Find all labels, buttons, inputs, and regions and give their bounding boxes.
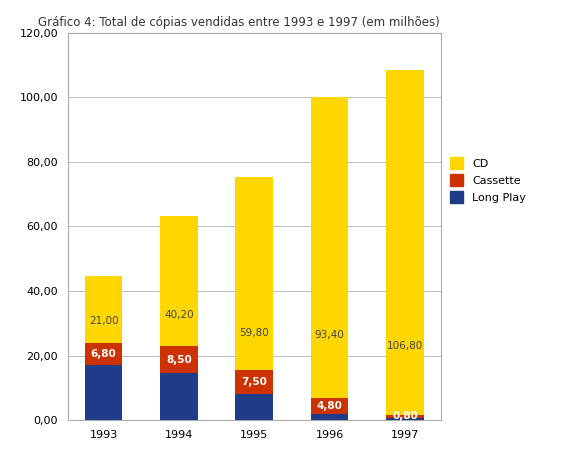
Bar [85, 276, 123, 343]
Text: 59,80: 59,80 [240, 328, 269, 338]
Text: 6,80: 6,80 [91, 349, 116, 360]
Text: 40,20: 40,20 [164, 310, 194, 320]
Text: 4,80: 4,80 [316, 401, 342, 411]
Bar [160, 374, 198, 420]
Bar [311, 398, 349, 414]
Text: 0,80: 0,80 [392, 411, 418, 421]
Bar [160, 216, 198, 346]
Bar [311, 414, 349, 420]
Bar [236, 395, 273, 420]
Text: 93,40: 93,40 [315, 330, 345, 340]
Text: 8,50: 8,50 [166, 355, 192, 365]
Bar [311, 97, 349, 398]
Bar [236, 177, 273, 370]
Text: 21,00: 21,00 [89, 316, 119, 325]
Legend: CD, Cassette, Long Play: CD, Cassette, Long Play [450, 157, 526, 203]
Bar [386, 417, 424, 420]
Bar [236, 370, 273, 395]
Bar [386, 70, 424, 415]
Bar [85, 365, 123, 420]
Text: 106,80: 106,80 [387, 340, 423, 351]
Text: 7,50: 7,50 [241, 377, 267, 387]
Bar [386, 415, 424, 417]
Text: Gráfico 4: Total de cópias vendidas entre 1993 e 1997 (em milhões): Gráfico 4: Total de cópias vendidas entr… [38, 16, 440, 29]
Bar [160, 346, 198, 374]
Bar [85, 343, 123, 365]
